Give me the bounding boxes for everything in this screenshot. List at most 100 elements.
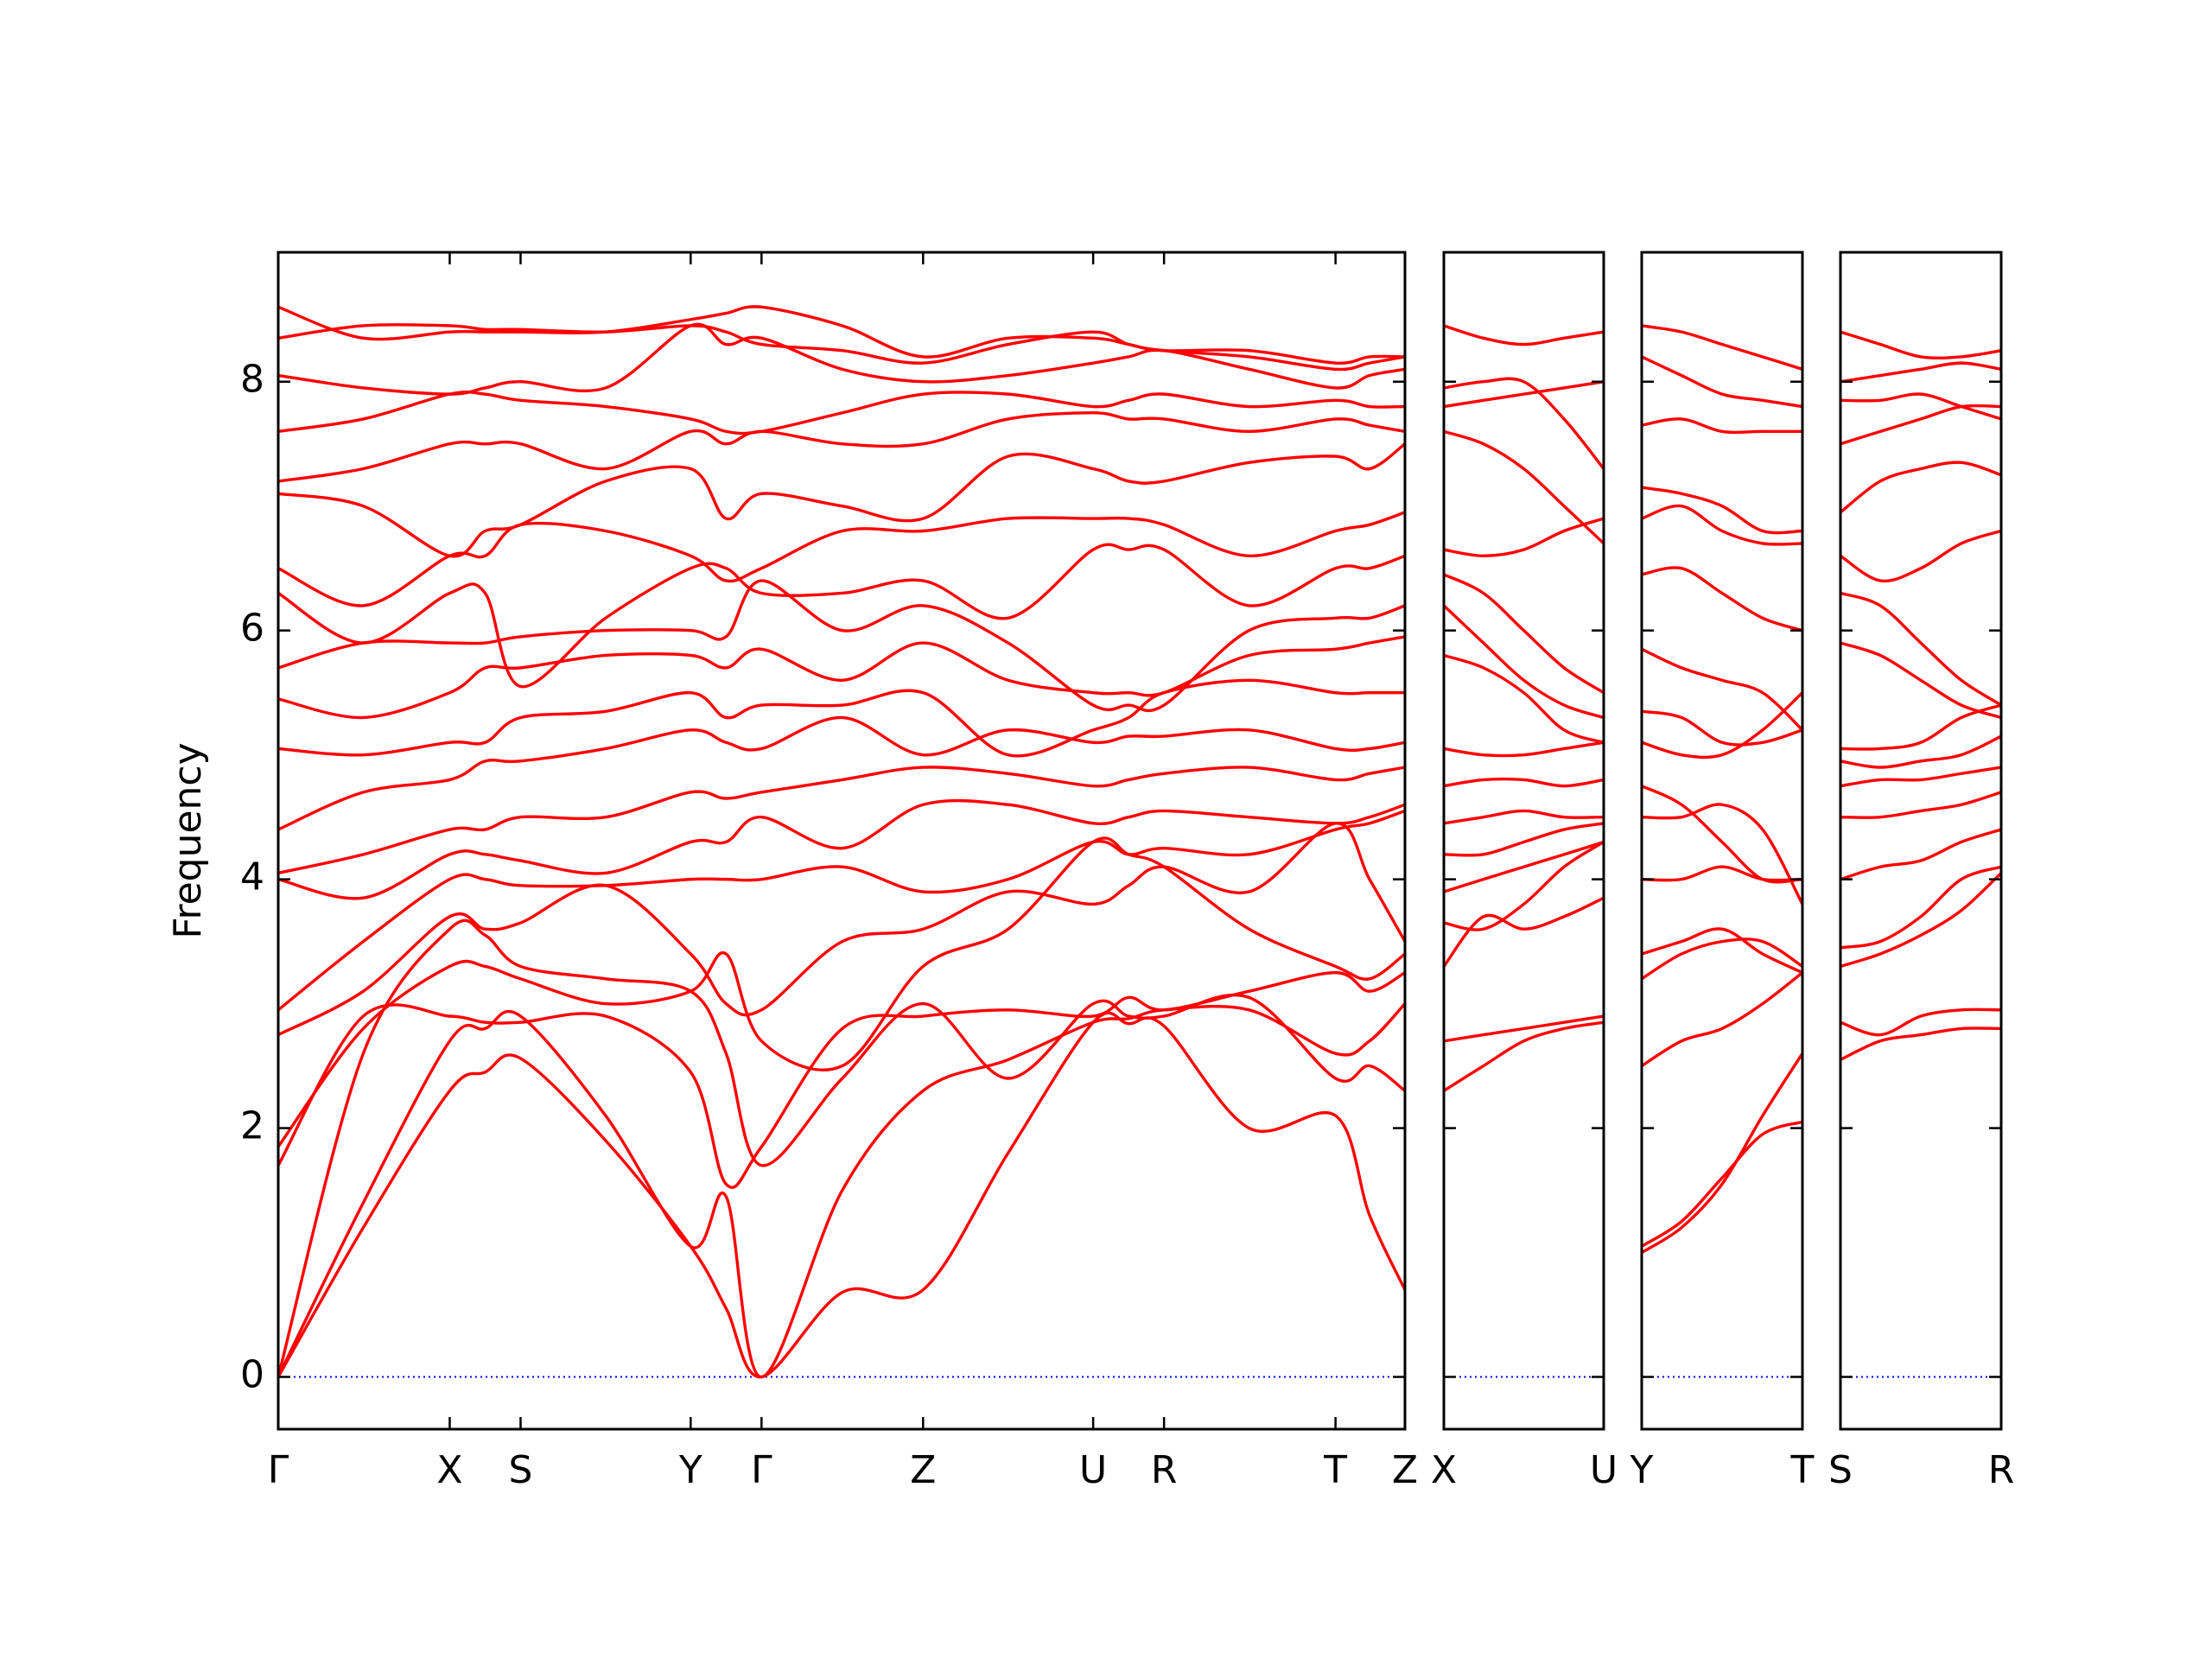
band-line — [1444, 517, 1604, 557]
axes-frame — [1442, 251, 1605, 1431]
x-tick-label: R — [1151, 1448, 1178, 1492]
band-line — [1642, 566, 1802, 632]
band-line — [1840, 865, 2001, 950]
x-tick-label: Γ — [751, 1448, 772, 1492]
band-line — [1444, 822, 1604, 857]
band-line — [1840, 404, 2001, 446]
band-line — [278, 511, 1405, 607]
plot-area — [1444, 324, 1604, 1378]
band-line — [1642, 691, 1802, 760]
band-line — [278, 715, 1405, 831]
band-line — [1444, 429, 1604, 545]
band-line — [1642, 927, 1802, 975]
plot-area — [1840, 330, 2001, 1378]
band-line — [1840, 734, 2001, 769]
y-tick-label: 8 — [240, 358, 264, 402]
band-line — [1642, 938, 1802, 981]
band-line — [278, 766, 1405, 875]
band-line — [1444, 777, 1604, 788]
x-tick-label: T — [1323, 1448, 1347, 1492]
band-line — [1642, 486, 1802, 535]
band-line — [278, 543, 1405, 689]
band-line — [1642, 971, 1802, 1068]
band-line — [1642, 1052, 1802, 1255]
plot-area — [278, 305, 1405, 1379]
band-line — [278, 822, 1405, 1037]
y-tick-label: 0 — [240, 1353, 264, 1397]
band-line — [1840, 591, 2001, 707]
band-line — [278, 322, 1405, 396]
x-tick-label: U — [1590, 1448, 1618, 1492]
band-line — [278, 970, 1405, 1189]
y-axis-label: Frequency — [166, 742, 210, 938]
band-line — [1642, 1120, 1802, 1248]
band-line — [278, 809, 1405, 1012]
band-line — [1840, 461, 2001, 514]
band-line — [1444, 324, 1604, 346]
y-tick-label: 6 — [240, 607, 264, 651]
plot-area — [1642, 324, 1802, 1378]
x-tick-label: X — [436, 1448, 462, 1492]
x-tick-label: S — [509, 1448, 533, 1492]
band-line — [1840, 766, 2001, 788]
band-line — [278, 1002, 1405, 1379]
band-line — [1642, 504, 1802, 546]
x-tick-label: Y — [1630, 1448, 1654, 1492]
band-line — [1840, 703, 2001, 751]
band-line — [1444, 573, 1604, 695]
band-line — [1642, 417, 1802, 435]
band-line — [278, 635, 1405, 720]
x-tick-label: S — [1828, 1448, 1853, 1492]
band-line — [1840, 1027, 2001, 1061]
band-line — [1444, 840, 1604, 931]
band-line — [278, 836, 1405, 1148]
band-line — [278, 678, 1405, 758]
axes-frame — [1839, 251, 2003, 1431]
band-line — [1444, 896, 1604, 968]
x-tick-label: Z — [910, 1448, 936, 1492]
band-line — [1840, 529, 2001, 583]
band-line — [1642, 647, 1802, 732]
band-line — [1444, 1014, 1604, 1043]
band-line — [1840, 392, 2001, 421]
x-tick-label: Z — [1392, 1448, 1418, 1492]
band-line — [1840, 641, 2001, 720]
band-line — [1444, 809, 1604, 825]
band-line — [278, 411, 1405, 483]
band-line — [1444, 653, 1604, 744]
band-line — [1444, 380, 1604, 409]
y-tick-label: 2 — [240, 1104, 264, 1148]
x-tick-label: Y — [678, 1448, 702, 1492]
band-line — [1840, 828, 2001, 881]
band-line — [1642, 324, 1802, 371]
band-line — [1444, 377, 1604, 470]
x-tick-label: R — [1988, 1448, 2015, 1492]
band-line — [278, 1011, 1405, 1379]
band-line — [278, 918, 1405, 1377]
band-line — [1444, 1020, 1604, 1092]
band-line — [1444, 741, 1604, 758]
band-line — [1642, 785, 1802, 884]
band-line — [278, 305, 1405, 365]
x-tick-label: U — [1079, 1448, 1107, 1492]
band-line — [1642, 865, 1802, 882]
band-line — [1840, 791, 2001, 819]
band-line — [1840, 361, 2001, 384]
band-line — [1444, 840, 1604, 893]
x-tick-label: X — [1431, 1448, 1457, 1492]
band-line — [278, 442, 1405, 558]
band-line — [1840, 872, 2001, 969]
band-line — [1840, 330, 2001, 360]
band-line — [1840, 1007, 2001, 1037]
axes-frame — [1640, 251, 1804, 1431]
band-line — [278, 579, 1405, 713]
band-line — [1642, 709, 1802, 747]
x-tick-label: Γ — [268, 1448, 289, 1492]
band-line — [278, 798, 1405, 900]
band-line — [1642, 355, 1802, 409]
x-tick-label: T — [1790, 1448, 1815, 1492]
band-line — [1642, 803, 1802, 906]
band-line — [278, 391, 1405, 435]
band-line — [1444, 604, 1604, 720]
